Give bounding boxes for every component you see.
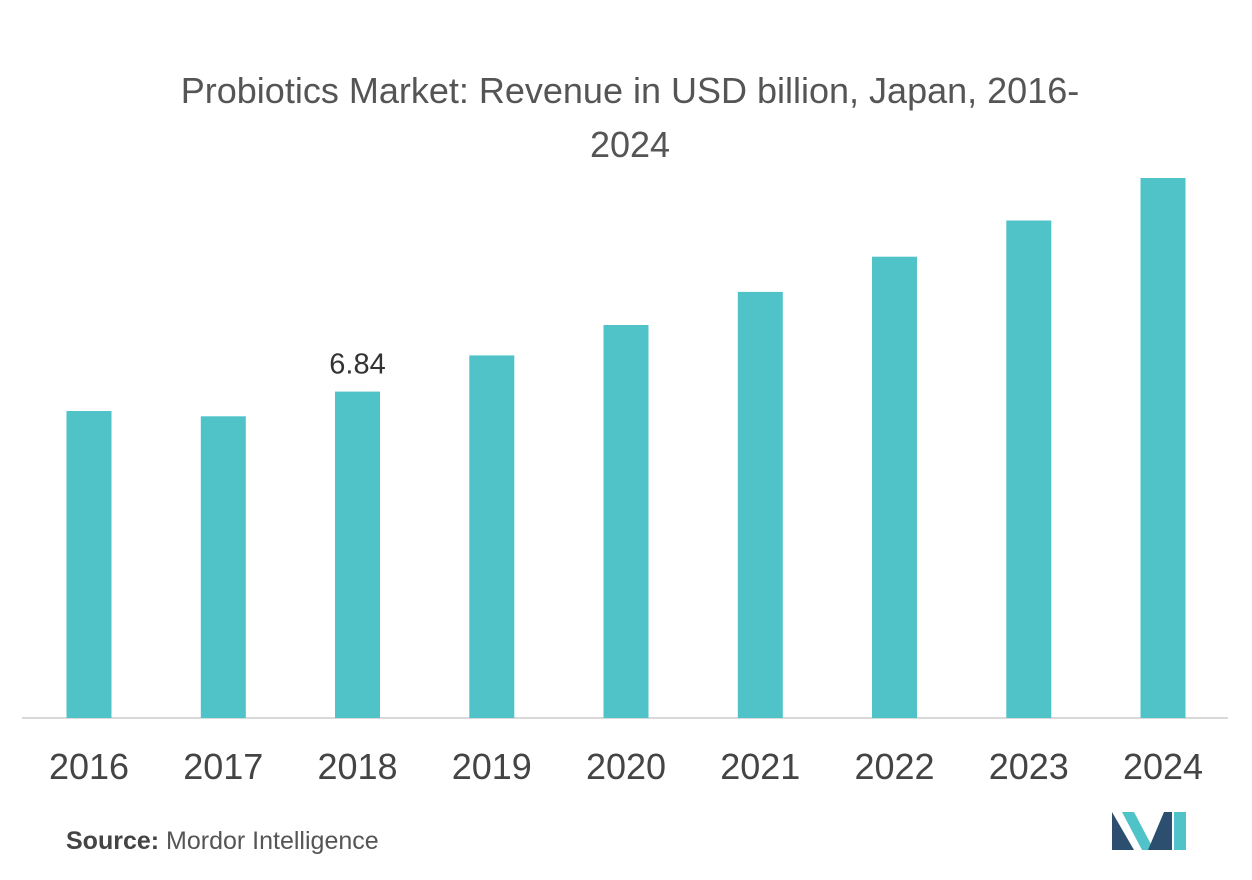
bar-2017 (200, 416, 246, 718)
chart-title-line-1: Probiotics Market: Revenue in USD billio… (180, 70, 1080, 111)
logo-shape-mid (1122, 812, 1154, 850)
bar-2018 (335, 391, 380, 718)
x-tick-label-2017: 2017 (183, 746, 263, 787)
bar-chart: 2016 2017 2018 6.84 2019 2020 2021 2022 2023 2024 (22, 178, 1228, 787)
logo-shape-left (1112, 812, 1134, 850)
x-tick-label-2019: 2019 (452, 746, 532, 787)
bar-2023 (1006, 220, 1052, 718)
bar-2019 (469, 355, 515, 718)
source-note: Source: Mordor Intelligence (66, 827, 379, 856)
mordor-intelligence-logo (1112, 812, 1186, 850)
bar-2016 (66, 411, 112, 718)
bar-2022 (872, 256, 917, 718)
x-tick-label-2020: 2020 (586, 746, 666, 787)
chart-title: Probiotics Market: Revenue in USD billio… (120, 64, 1140, 172)
x-tick-label-2021: 2021 (720, 746, 800, 787)
data-label-2018: 6.84 (329, 349, 385, 381)
source-text: Mordor Intelligence (166, 827, 379, 855)
x-tick-label-2016: 2016 (49, 746, 129, 787)
bar-2020 (603, 325, 649, 718)
bar-2024 (1140, 178, 1186, 718)
x-tick-label-2023: 2023 (989, 746, 1069, 787)
logo-shape-edge (1174, 812, 1186, 850)
bar-2021 (737, 291, 783, 718)
source-label: Source: (66, 827, 160, 855)
x-tick-label-2022: 2022 (854, 746, 934, 787)
chart-title-line-2: 2024 (589, 124, 671, 165)
x-tick-label-2024: 2024 (1123, 746, 1203, 787)
x-tick-label-2018: 2018 (317, 746, 397, 787)
logo-shape-right (1148, 812, 1172, 850)
